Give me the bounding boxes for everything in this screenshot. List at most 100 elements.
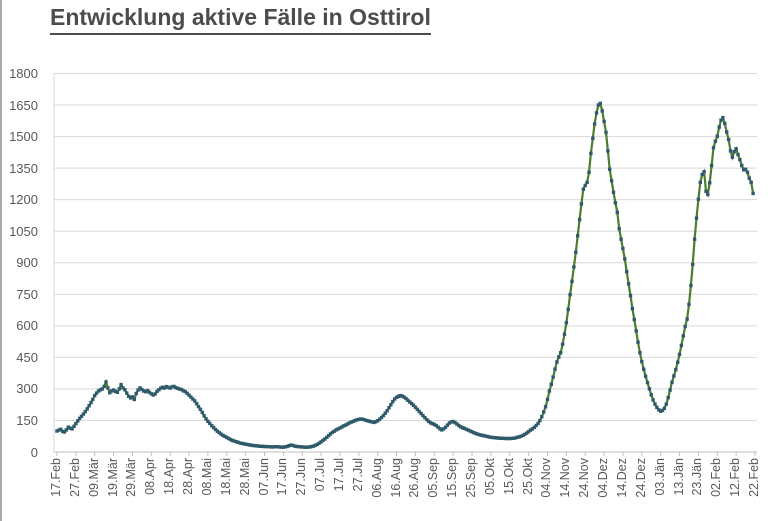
data-point-marker: [617, 227, 621, 231]
data-point-marker: [185, 391, 189, 395]
data-point-marker: [404, 396, 408, 401]
data-point-marker: [613, 201, 618, 205]
data-point-marker: [251, 443, 255, 448]
data-point-marker: [698, 180, 702, 185]
data-point-marker: [94, 391, 99, 395]
x-tick-label-05.Okt: 05.Okt: [482, 458, 497, 495]
data-point-marker: [742, 168, 746, 172]
data-point-marker: [202, 414, 206, 418]
data-point-marker: [496, 436, 501, 440]
data-point-marker: [364, 418, 369, 423]
data-point-marker: [74, 421, 78, 426]
data-point-marker: [521, 433, 525, 438]
data-point-marker: [204, 417, 208, 421]
data-point-marker: [144, 390, 148, 394]
x-tick-label-25.Okt: 25.Okt: [520, 458, 535, 495]
data-point-marker: [102, 384, 106, 389]
y-tick-label-1200: 1200: [9, 192, 38, 208]
data-point-marker: [253, 444, 257, 448]
data-point-marker: [700, 172, 704, 177]
data-point-marker: [66, 425, 70, 429]
data-point-marker: [59, 427, 63, 431]
y-tick-label-1800: 1800: [9, 66, 38, 81]
data-point-marker: [566, 307, 570, 312]
data-point-marker: [221, 433, 225, 438]
data-point-marker: [376, 419, 380, 423]
data-point-marker: [449, 420, 453, 424]
data-point-marker: [726, 137, 731, 142]
x-tick-label-04.Nov: 04.Nov: [539, 458, 554, 498]
data-point-marker: [447, 421, 452, 425]
data-point-marker: [121, 386, 125, 390]
x-tick-label-07.Jun: 07.Jun: [256, 458, 271, 496]
data-point-marker: [574, 250, 578, 254]
data-point-marker: [538, 418, 542, 423]
data-point-marker: [508, 436, 512, 441]
data-point-marker: [236, 440, 240, 444]
data-point-marker: [140, 387, 144, 392]
data-point-marker: [328, 432, 333, 436]
data-point-marker: [528, 428, 533, 432]
data-point-marker: [113, 389, 118, 394]
x-tick-label-26.Aug: 26.Aug: [407, 458, 422, 498]
y-tick-label-1350: 1350: [9, 160, 38, 176]
x-tick-label-23.Jän: 23.Jän: [690, 458, 705, 496]
data-point-marker: [393, 397, 397, 401]
data-point-marker: [406, 398, 410, 402]
data-point-marker: [545, 397, 550, 402]
data-point-marker: [619, 237, 623, 241]
data-point-marker: [98, 388, 103, 392]
chart-title-text: Entwicklung aktive Fälle in Osttirol: [50, 4, 431, 35]
data-point-marker: [128, 396, 133, 400]
data-point-marker: [164, 384, 169, 389]
data-point-marker: [591, 136, 595, 140]
data-point-marker: [730, 155, 735, 159]
data-point-marker: [413, 405, 418, 409]
data-point-marker: [568, 293, 572, 297]
data-point-marker: [660, 408, 665, 413]
data-point-marker: [396, 394, 401, 398]
data-point-marker: [381, 413, 386, 418]
data-point-marker: [709, 163, 714, 168]
data-point-marker: [64, 428, 69, 432]
data-point-marker: [462, 426, 467, 431]
x-tick-label-08.Apr: 08.Apr: [143, 458, 158, 495]
data-point-marker: [489, 435, 493, 439]
data-point-marker: [262, 444, 267, 449]
data-point-marker: [594, 111, 599, 115]
data-point-marker: [281, 445, 286, 449]
data-point-marker: [208, 421, 212, 426]
data-point-marker: [389, 403, 393, 407]
data-point-marker: [702, 170, 706, 174]
data-point-marker: [634, 329, 638, 333]
data-point-marker: [506, 436, 510, 441]
data-point-marker: [87, 404, 91, 408]
data-point-marker: [159, 386, 163, 390]
data-point-marker: [270, 445, 274, 449]
data-point-marker: [176, 386, 180, 390]
data-point-marker: [285, 444, 289, 449]
data-point-marker: [685, 317, 689, 321]
data-point-marker: [426, 419, 431, 423]
data-point-marker: [602, 119, 606, 124]
x-tick-label-29.Mär: 29.Mär: [124, 458, 139, 497]
data-point-marker: [734, 147, 738, 151]
data-point-marker: [96, 389, 101, 393]
data-point-marker: [670, 380, 674, 384]
x-tick-label-03.Jän: 03.Jän: [652, 458, 667, 496]
x-tick-label-04.Dez: 04.Dez: [596, 458, 611, 498]
data-point-marker: [293, 444, 297, 448]
data-point-marker: [183, 390, 187, 394]
data-point-marker: [355, 418, 359, 422]
data-point-marker: [738, 158, 742, 162]
data-point-marker: [434, 423, 438, 428]
data-point-marker: [526, 429, 531, 434]
y-tick-label-600: 600: [16, 318, 38, 334]
data-point-marker: [319, 440, 323, 444]
data-point-marker: [460, 426, 465, 430]
data-point-marker: [723, 121, 727, 126]
data-point-marker: [391, 399, 395, 404]
y-tick-label-450: 450: [16, 349, 38, 365]
data-point-marker: [515, 435, 519, 439]
